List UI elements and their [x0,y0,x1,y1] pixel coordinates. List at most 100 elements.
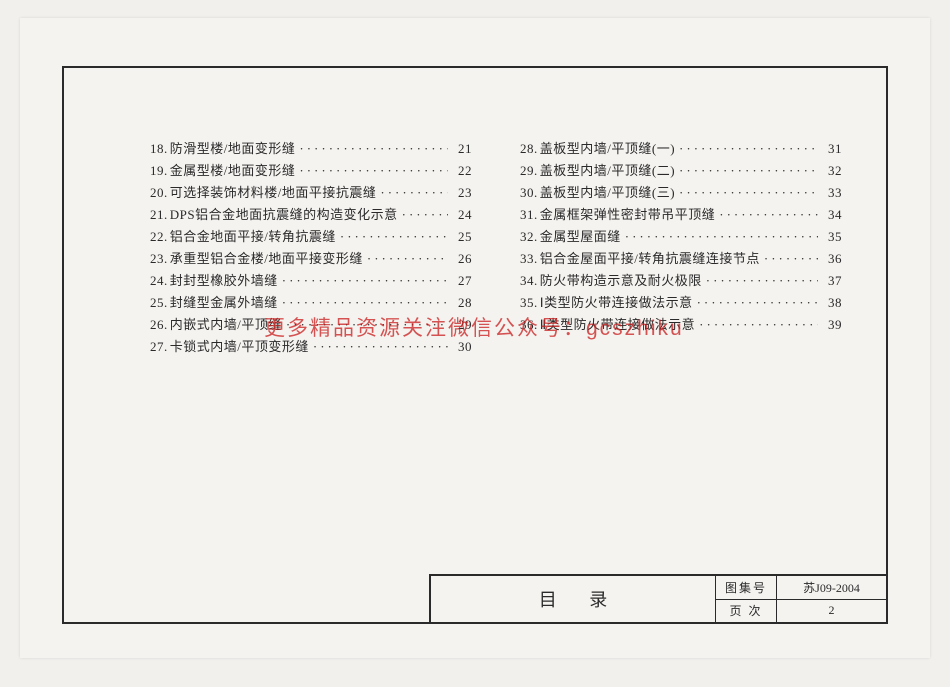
toc-leader-dots: ········································… [282,270,448,292]
document-title: 目 录 [431,576,716,622]
toc-leader-dots: ········································… [764,248,818,270]
toc-entry-title: Ⅰ类型防火带连接做法示意 [540,292,693,314]
toc-entry-title: 金属型屋面缝 [540,226,621,248]
toc-leader-dots: ········································… [697,292,818,314]
toc-leader-dots: ········································… [299,138,448,160]
toc-row: 26.内嵌式内墙/平顶缝····························… [142,314,472,336]
toc-leader-dots: ········································… [699,314,818,336]
drawing-frame: 18.防滑型楼/地面变形缝···························… [62,66,888,624]
toc-entry-page: 39 [822,314,842,336]
toc-row: 29.盖板型内墙/平顶缝(二)·························… [512,160,842,182]
toc-content: 18.防滑型楼/地面变形缝···························… [142,138,842,358]
toc-number-dot: . [534,182,538,204]
toc-entry-number: 20 [142,182,164,204]
toc-entry-title: 内嵌式内墙/平顶缝 [170,314,282,336]
toc-entry-number: 29 [512,160,534,182]
toc-entry-page: 29 [452,314,472,336]
toc-entry-page: 30 [452,336,472,358]
drawing-set-row: 图集号 苏J09-2004 [716,576,886,600]
toc-entry-page: 22 [452,160,472,182]
toc-entry-title: 盖板型内墙/平顶缝(三) [540,182,675,204]
toc-leader-dots: ········································… [719,204,818,226]
toc-number-dot: . [164,204,168,226]
toc-entry-page: 31 [822,138,842,160]
toc-number-dot: . [164,182,168,204]
toc-leader-dots: ········································… [625,226,818,248]
toc-row: 33.铝合金屋面平接/转角抗震缝连接节点····················… [512,248,842,270]
toc-entry-title: Ⅱ类型防火带连接做法示意 [540,314,695,336]
toc-entry-number: 30 [512,182,534,204]
drawing-set-label: 图集号 [716,576,777,599]
toc-leader-dots: ········································… [313,336,448,358]
toc-entry-title: 铝合金屋面平接/转角抗震缝连接节点 [540,248,760,270]
toc-entry-number: 22 [142,226,164,248]
toc-leader-dots: ········································… [679,160,818,182]
page: 18.防滑型楼/地面变形缝···························… [20,18,930,658]
toc-entry-title: 可选择装饰材料楼/地面平接抗震缝 [170,182,377,204]
title-block: 目 录 图集号 苏J09-2004 页 次 2 [429,574,888,624]
toc-row: 20.可选择装饰材料楼/地面平接抗震缝·····················… [142,182,472,204]
toc-row: 24.封封型橡胶外墙缝·····························… [142,270,472,292]
toc-entry-number: 35 [512,292,534,314]
toc-entry-page: 26 [452,248,472,270]
toc-entry-number: 34 [512,270,534,292]
toc-number-dot: . [164,226,168,248]
title-block-info: 图集号 苏J09-2004 页 次 2 [716,576,886,622]
toc-column-left: 18.防滑型楼/地面变形缝···························… [142,138,472,358]
toc-entry-number: 18 [142,138,164,160]
toc-entry-page: 25 [452,226,472,248]
toc-leader-dots: ········································… [402,204,448,226]
toc-leader-dots: ········································… [340,226,448,248]
toc-entry-number: 27 [142,336,164,358]
toc-entry-title: 防滑型楼/地面变形缝 [170,138,296,160]
toc-entry-page: 38 [822,292,842,314]
toc-leader-dots: ········································… [286,314,448,336]
toc-number-dot: . [164,314,168,336]
toc-entry-title: 金属型楼/地面变形缝 [170,160,296,182]
toc-number-dot: . [164,248,168,270]
page-number-label: 页 次 [716,600,777,623]
toc-number-dot: . [164,138,168,160]
toc-entry-page: 37 [822,270,842,292]
toc-entry-title: 金属框架弹性密封带吊平顶缝 [540,204,716,226]
toc-row: 19.金属型楼/地面变形缝···························… [142,160,472,182]
toc-entry-title: 防火带构造示意及耐火极限 [540,270,702,292]
toc-row: 21.DPS铝合金地面抗震缝的构造变化示意···················… [142,204,472,226]
toc-row: 35.Ⅰ类型防火带连接做法示意·························… [512,292,842,314]
toc-row: 18.防滑型楼/地面变形缝···························… [142,138,472,160]
toc-entry-title: DPS铝合金地面抗震缝的构造变化示意 [170,204,398,226]
page-number-row: 页 次 2 [716,600,886,623]
toc-number-dot: . [164,336,168,358]
toc-column-right: 28.盖板型内墙/平顶缝(一)·························… [512,138,842,358]
toc-entry-number: 32 [512,226,534,248]
toc-entry-number: 21 [142,204,164,226]
toc-entry-title: 封缝型金属外墙缝 [170,292,278,314]
toc-number-dot: . [534,138,538,160]
toc-leader-dots: ········································… [367,248,448,270]
toc-leader-dots: ········································… [299,160,448,182]
toc-entry-page: 24 [452,204,472,226]
toc-entry-number: 36 [512,314,534,336]
toc-row: 30.盖板型内墙/平顶缝(三)·························… [512,182,842,204]
toc-row: 22.铝合金地面平接/转角抗震缝························… [142,226,472,248]
toc-entry-page: 23 [452,182,472,204]
toc-entry-page: 34 [822,204,842,226]
toc-entry-page: 33 [822,182,842,204]
toc-entry-title: 封封型橡胶外墙缝 [170,270,278,292]
toc-entry-title: 盖板型内墙/平顶缝(二) [540,160,675,182]
toc-entry-page: 21 [452,138,472,160]
toc-leader-dots: ········································… [679,138,818,160]
toc-row: 25.封缝型金属外墙缝·····························… [142,292,472,314]
toc-row: 27.卡锁式内墙/平顶变形缝··························… [142,336,472,358]
toc-number-dot: . [534,204,538,226]
toc-row: 28.盖板型内墙/平顶缝(一)·························… [512,138,842,160]
toc-number-dot: . [534,270,538,292]
toc-entry-number: 23 [142,248,164,270]
toc-leader-dots: ········································… [679,182,818,204]
toc-entry-number: 19 [142,160,164,182]
drawing-set-value: 苏J09-2004 [777,576,886,599]
toc-leader-dots: ········································… [380,182,448,204]
page-number-value: 2 [777,600,886,623]
toc-entry-title: 铝合金地面平接/转角抗震缝 [170,226,336,248]
toc-number-dot: . [164,292,168,314]
